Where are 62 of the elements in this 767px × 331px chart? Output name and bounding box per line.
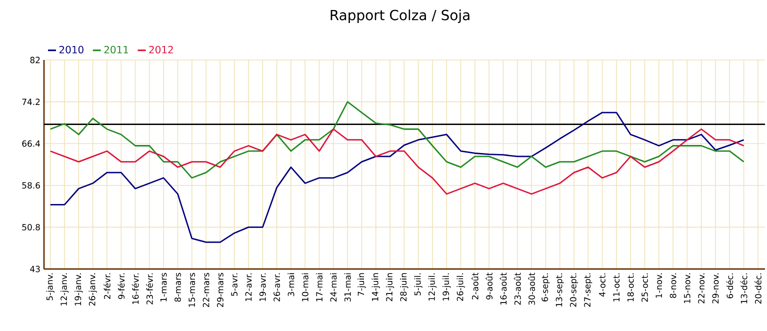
x-tick-label: 22-mars [202, 272, 210, 308]
x-tick-label: 16-août [500, 272, 507, 304]
x-tick-label: 20-sept. [570, 273, 578, 307]
x-tick-label: 31-mai [344, 273, 351, 302]
x-tick-label: 19-juil. [442, 273, 451, 301]
x-tick-label: 8-nov. [670, 273, 676, 298]
x-tick-label: 5-janv. [46, 273, 54, 300]
line-series [50, 112, 744, 243]
x-tick-label: 23-août [514, 272, 521, 305]
x-tick-label: 28-juin [400, 273, 408, 302]
x-tick-label: 14-juin [372, 273, 380, 301]
x-tick-label: 3-mai [288, 273, 294, 296]
legend-label: 2010 [59, 46, 84, 54]
x-tick-label: 2-févr. [104, 273, 110, 299]
x-tick-label: 9-août [486, 272, 493, 300]
x-tick-label: 13-sept. [556, 273, 564, 306]
x-tick-label: 27-sept. [584, 273, 592, 307]
x-tick-label: 19-avr. [259, 273, 266, 302]
x-tick-label: 20-déc. [754, 273, 762, 304]
legend-label: 2012 [149, 46, 173, 54]
x-tick-label: 4-oct. [599, 273, 606, 297]
x-tick-label: 6-sept. [542, 273, 550, 302]
y-tick-label: 58.6 [22, 182, 40, 189]
y-tick-label: 66.4 [22, 140, 40, 147]
x-tick-label: 26-juil. [456, 273, 465, 301]
x-tick-label: 26-janv. [88, 273, 97, 306]
x-tick-label: 23-févr. [146, 273, 153, 304]
x-tick-label: 15-nov. [684, 273, 690, 304]
x-tick-label: 7-juin [358, 273, 366, 296]
x-tick-label: 29-nov. [712, 273, 719, 304]
x-tick-label: 21-juin [386, 273, 394, 302]
x-tick-label: 1-nov. [656, 273, 662, 298]
x-tick-label: 16-févr. [132, 273, 139, 304]
x-tick-label: 10-mai [302, 273, 308, 302]
y-tick-label: 82 [30, 56, 40, 64]
x-tick-label: 25-oct. [642, 273, 648, 302]
x-tick-label: 5-juil. [414, 273, 422, 296]
x-tick-label: 24-mai [330, 273, 337, 302]
x-tick-label: 8-mars [174, 272, 181, 302]
x-tick-label: 9-févr. [118, 273, 125, 300]
x-tick-label: 12-janv. [60, 273, 69, 306]
y-tick-label: 74.2 [22, 98, 40, 105]
legend-label: 2011 [104, 46, 128, 54]
x-tick-label: 15-mars [188, 272, 196, 307]
x-tick-label: 13-déc. [740, 273, 748, 304]
x-tick-label: 6-déc. [726, 273, 734, 298]
x-tick-label: 11-oct. [613, 273, 620, 302]
x-tick-label: 17-mai [316, 273, 323, 302]
x-tick-label: 5-avr. [231, 273, 238, 296]
x-tick-label: 12-juil. [428, 273, 437, 301]
x-tick-label: 29-mars [216, 272, 224, 308]
x-tick-label: 12-avr. [245, 273, 252, 302]
x-tick-label: 22-nov. [698, 273, 705, 304]
y-tick-label: 43 [30, 266, 40, 272]
x-tick-label: 1-mars [160, 272, 167, 302]
x-tick-label: 19-janv. [74, 273, 83, 306]
x-tick-label: 18-oct. [627, 273, 634, 302]
chart-title: Rapport Colza / Soja [330, 10, 470, 24]
x-tick-label: 26-avr. [274, 273, 280, 302]
y-tick-label: 50.8 [22, 224, 40, 230]
x-tick-label: 2-août [471, 272, 478, 300]
x-tick-label: 30-août [528, 272, 535, 305]
